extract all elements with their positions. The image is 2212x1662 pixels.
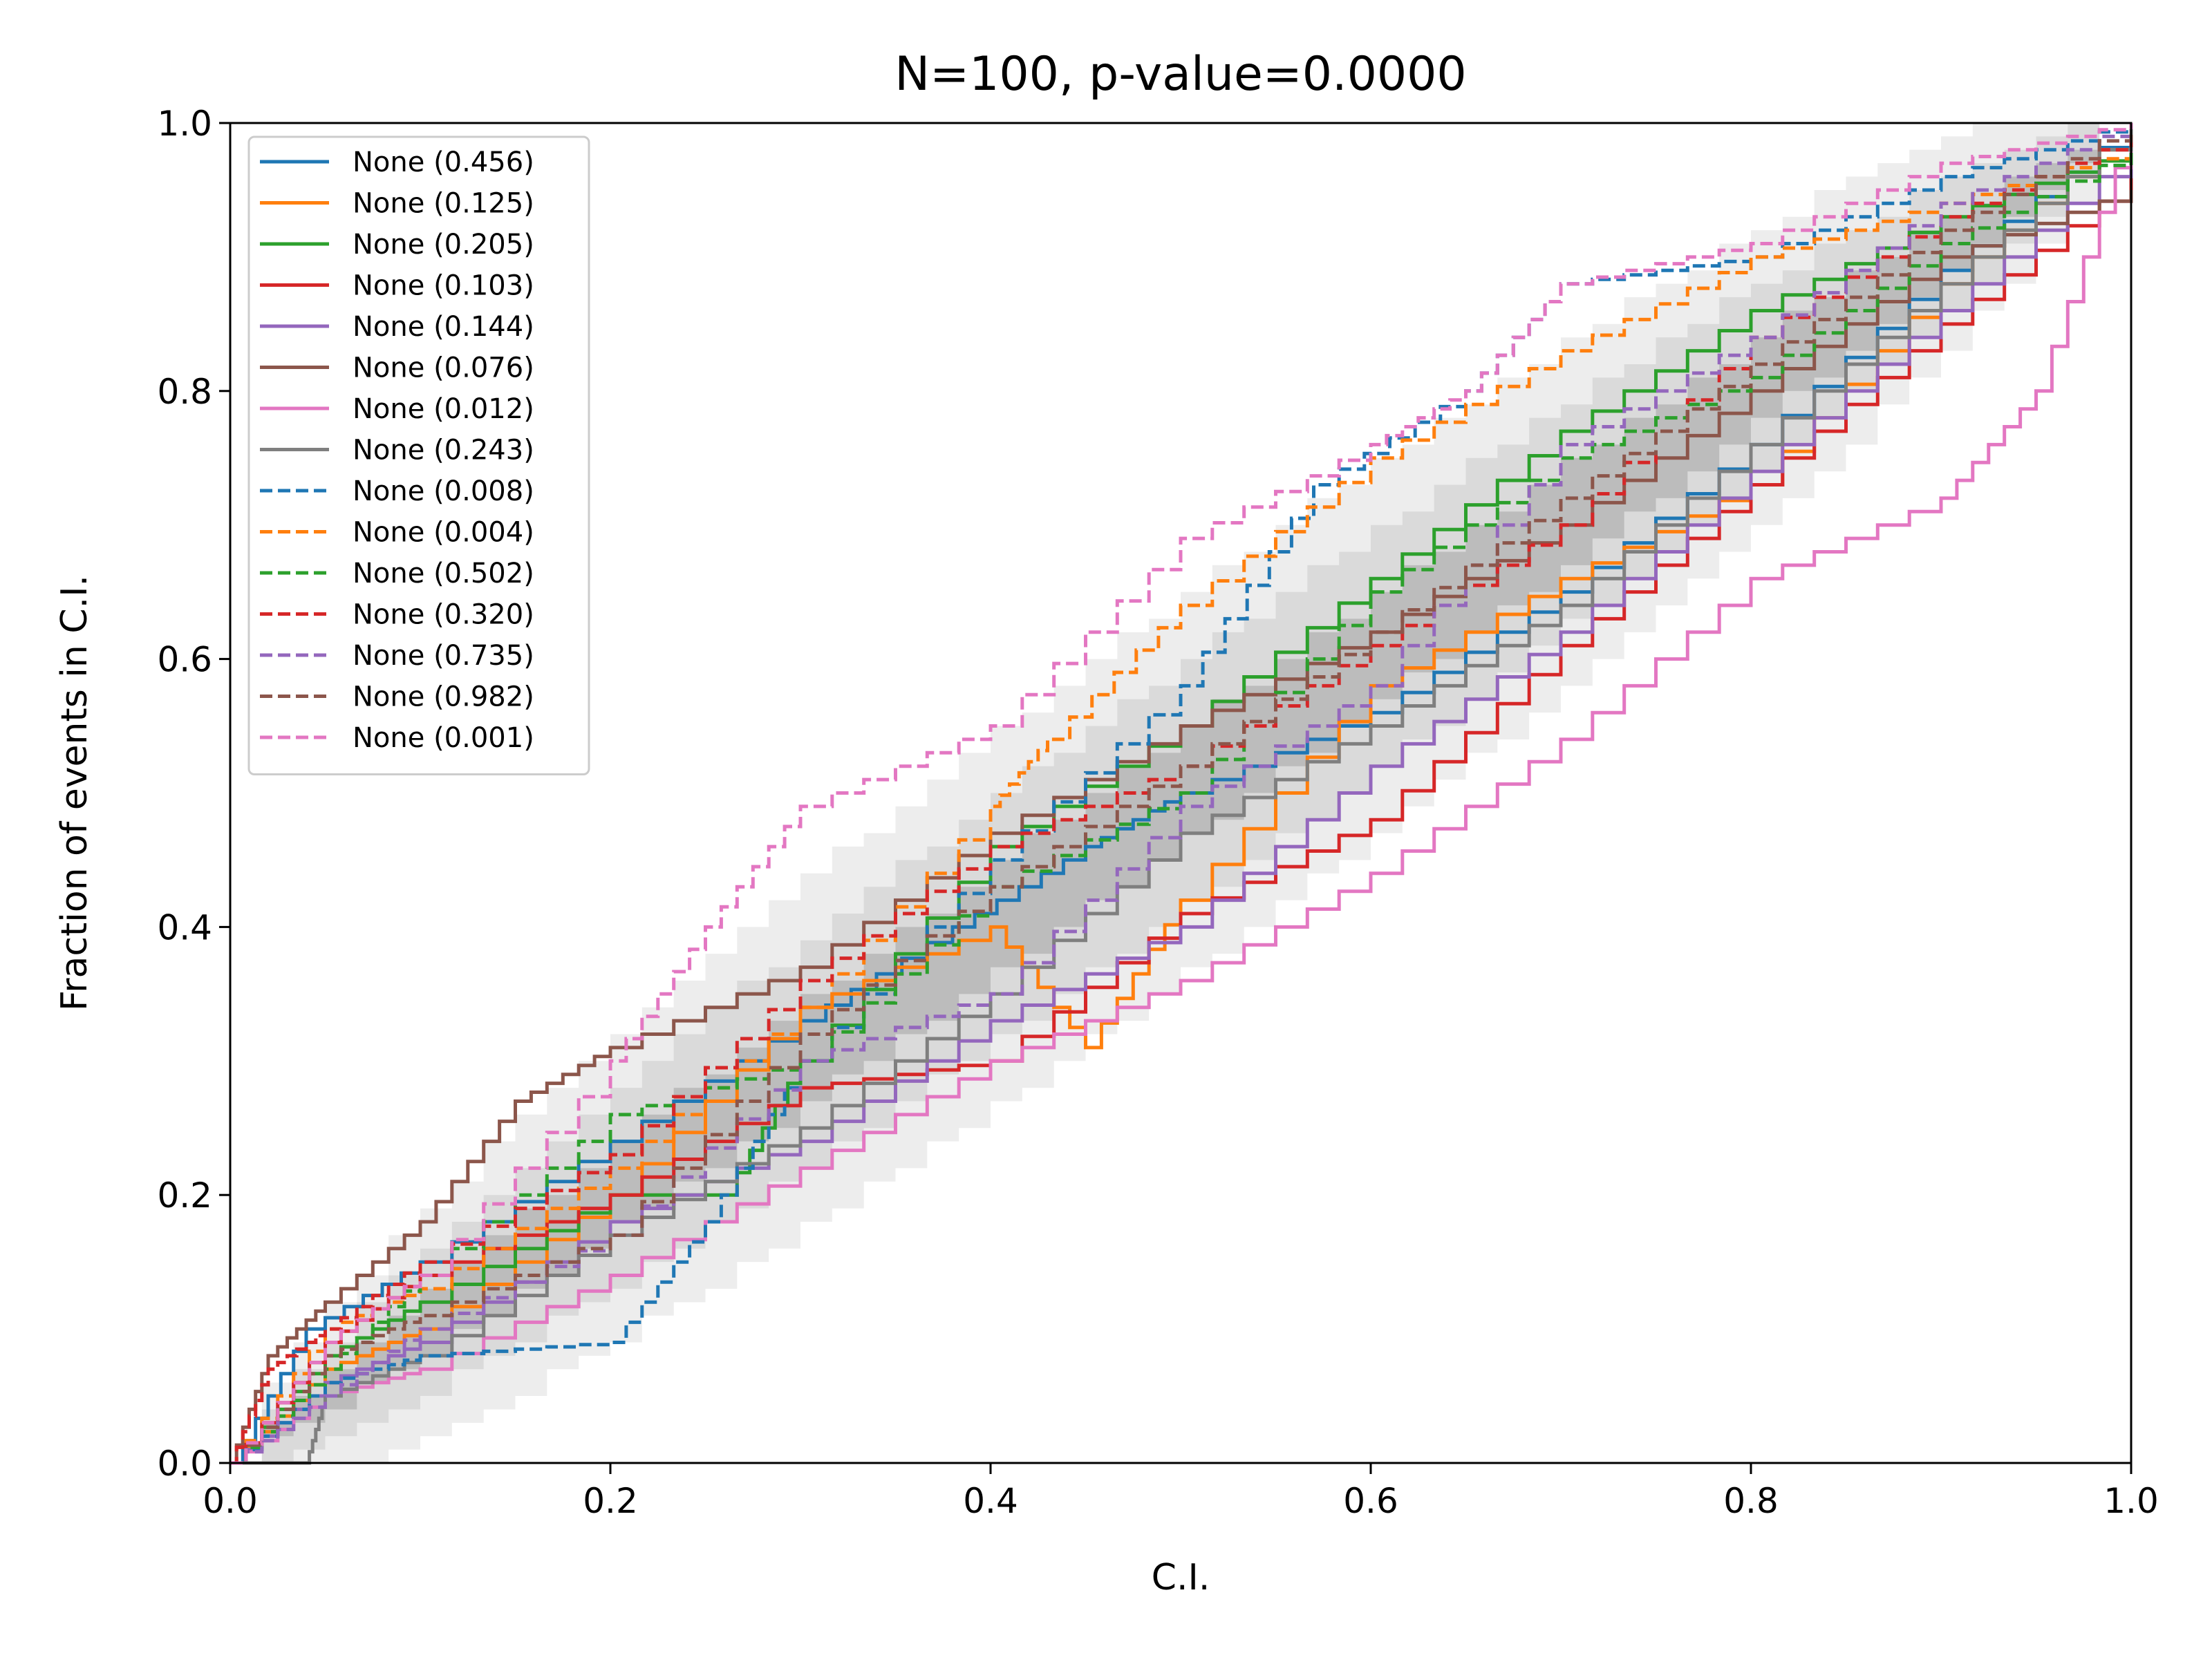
legend-label: None (0.001) [353,722,534,754]
series-line-8 [230,123,2133,1465]
legend-box [247,135,590,775]
y-tick-label: 0.8 [157,372,212,412]
series-line-6 [230,123,2133,1465]
x-tick-label: 0.4 [963,1481,1018,1521]
legend-label: None (0.012) [353,393,534,425]
legend-label: None (0.076) [353,352,534,384]
y-tick-label: 0.0 [157,1444,212,1484]
plot-frame [229,122,2133,1464]
series-line-7 [230,123,2133,1465]
x-axis-label: C.I. [1152,1557,1210,1598]
legend-label: None (0.456) [353,147,534,178]
x-tick-label: 0.8 [1723,1481,1779,1521]
y-axis-label: Fraction of events in C.I. [54,575,95,1011]
y-tick-label: 0.2 [157,1175,212,1216]
y-axis-ticks: 0.0 0.2 0.4 0.6 0.8 1.0 [157,104,230,1484]
legend-label: None (0.125) [353,188,534,220]
chart-title: N=100, p-value=0.0000 [894,47,1466,102]
series-line-12 [230,123,2133,1465]
legend-label: None (0.320) [353,599,534,631]
legend: None (0.456) None (0.125) None (0.205) None… [247,135,590,775]
x-tick-label: 0.2 [583,1481,638,1521]
y-tick-label: 0.6 [157,640,212,680]
legend-label: None (0.144) [353,311,534,343]
series-line-13 [230,123,2133,1465]
x-tick-label: 0.6 [1343,1481,1398,1521]
legend-label: None (0.243) [353,435,534,466]
series-line-5 [230,190,2133,1465]
x-tick-label: 0.0 [203,1481,258,1521]
series-line-14 [230,123,2133,1465]
legend-label: None (0.502) [353,558,534,589]
legend-label: None (0.982) [353,681,534,713]
y-tick-label: 0.4 [157,907,212,947]
series-lines [230,123,2133,1465]
legend-label: None (0.004) [353,517,534,549]
legend-label: None (0.008) [353,475,534,507]
x-axis-ticks: 0.0 0.2 0.4 0.6 0.8 1.0 [203,1463,2159,1521]
legend-label: None (0.103) [353,270,534,302]
y-tick-label: 1.0 [157,104,212,144]
x-tick-label: 1.0 [2103,1481,2159,1521]
legend-label: None (0.735) [353,640,534,672]
legend-label: None (0.205) [353,229,534,261]
